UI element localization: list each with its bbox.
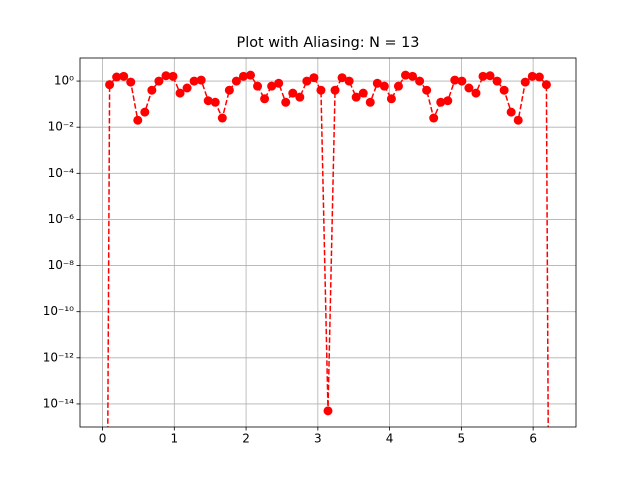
data-point: [302, 76, 312, 86]
data-point: [443, 96, 453, 106]
data-point: [464, 83, 474, 93]
data-point: [260, 94, 270, 104]
data-point: [386, 94, 396, 104]
data-point: [267, 81, 277, 91]
data-point: [499, 85, 509, 95]
y-tick-label: 10⁻¹⁰: [43, 304, 74, 318]
data-point: [105, 80, 115, 90]
data-point: [140, 107, 150, 117]
data-point: [541, 80, 551, 90]
y-tick-label: 10⁻⁴: [48, 166, 75, 180]
data-point: [408, 71, 418, 81]
data-point: [337, 73, 347, 83]
grid: [80, 58, 576, 427]
data-point: [189, 76, 199, 86]
data-point: [246, 70, 256, 80]
axes-frame: [79, 57, 577, 428]
data-point: [147, 85, 157, 95]
y-tick-label: 10⁻²: [48, 120, 75, 134]
y-tick-label: 10⁻¹⁴: [43, 396, 74, 410]
x-tick-label: 5: [458, 432, 466, 446]
data-point: [295, 92, 305, 102]
data-point: [429, 113, 439, 123]
data-point: [358, 88, 368, 98]
data-point: [119, 71, 129, 81]
data-point: [224, 85, 234, 95]
data-point: [393, 81, 403, 91]
data-point: [457, 76, 467, 86]
data-point: [422, 85, 432, 95]
data-point: [231, 76, 241, 86]
data-point: [175, 88, 185, 98]
data-point: [330, 85, 340, 95]
data-point: [534, 72, 544, 82]
y-tick-label: 10⁻¹²: [43, 350, 74, 364]
x-tick-label: 3: [314, 432, 322, 446]
data-point: [281, 97, 291, 107]
data-point: [112, 72, 122, 82]
data-point: [154, 76, 164, 86]
data-point: [365, 97, 375, 107]
data-point: [520, 77, 530, 87]
data-point: [182, 83, 192, 93]
data-point: [401, 70, 411, 80]
y-tick-label: 10⁻⁸: [48, 258, 75, 272]
data-point: [527, 71, 537, 81]
data-point: [492, 76, 502, 86]
x-tick-label: 1: [170, 432, 178, 446]
data-point: [316, 85, 326, 95]
data-point: [133, 115, 143, 125]
data-point: [450, 75, 460, 85]
data-point: [210, 97, 220, 107]
data-point: [203, 96, 213, 106]
y-tick-label: 10⁻⁶: [48, 212, 75, 226]
y-tick-label: 10⁰: [54, 74, 74, 88]
data-point: [379, 81, 389, 91]
data-point: [323, 406, 333, 416]
data-point: [161, 71, 171, 81]
data-point: [288, 88, 298, 98]
x-tick-label: 4: [386, 432, 394, 446]
data-point: [126, 77, 136, 87]
data-point: [436, 97, 446, 107]
data-point: [217, 113, 227, 123]
data-point: [253, 81, 263, 91]
data-point: [478, 71, 488, 81]
data-point: [506, 107, 516, 117]
data-point: [309, 73, 319, 83]
data-point: [274, 78, 284, 88]
plot-area: [105, 70, 551, 427]
data-point: [372, 78, 382, 88]
chart-title: Plot with Aliasing: N = 13: [237, 35, 420, 51]
x-tick-label: 2: [242, 432, 250, 446]
data-point: [513, 115, 523, 125]
x-tick-label: 6: [529, 432, 537, 446]
data-point: [238, 71, 248, 81]
data-point: [351, 92, 361, 102]
data-point: [415, 76, 425, 86]
x-tick-label: 0: [99, 432, 107, 446]
data-point: [471, 88, 481, 98]
data-point: [344, 76, 354, 86]
data-point: [168, 71, 178, 81]
data-point: [196, 75, 206, 85]
data-point: [485, 71, 495, 81]
